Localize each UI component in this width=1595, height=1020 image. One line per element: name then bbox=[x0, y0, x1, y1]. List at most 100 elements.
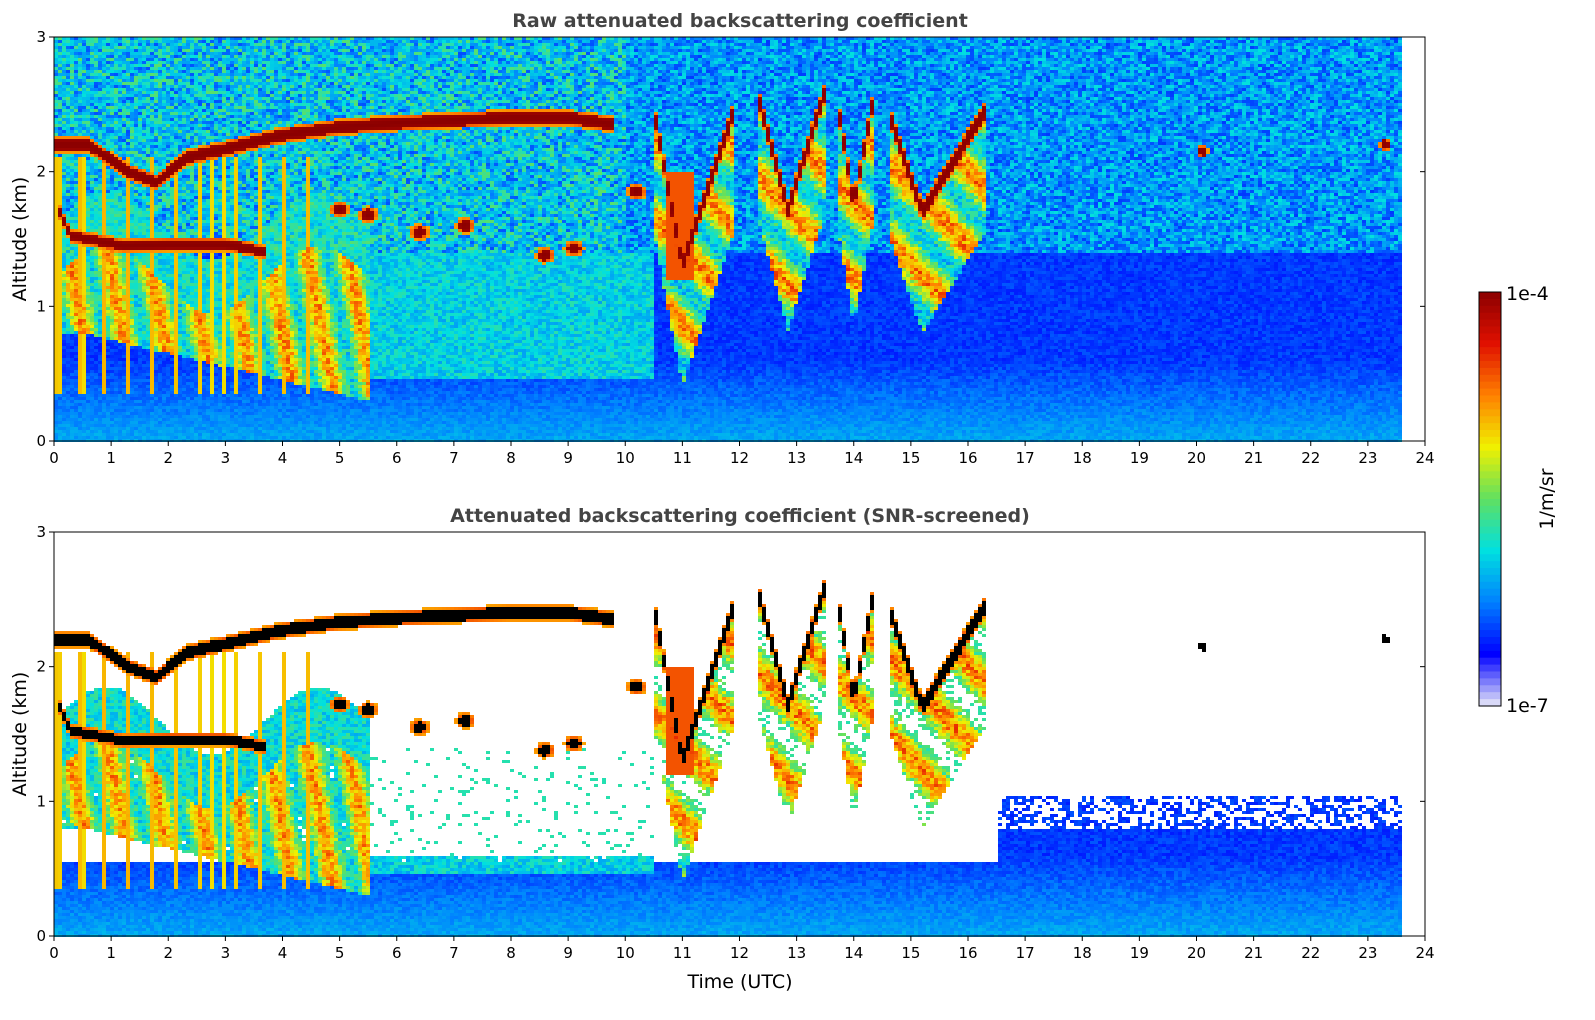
heatmap-cell bbox=[106, 247, 110, 250]
heatmap-cell bbox=[54, 337, 58, 340]
heatmap-cell bbox=[74, 319, 78, 322]
heatmap-cell bbox=[94, 382, 98, 385]
heatmap-cell bbox=[78, 361, 82, 364]
heatmap-cell bbox=[102, 415, 106, 418]
heatmap-cell bbox=[94, 370, 98, 373]
heatmap-cell bbox=[106, 430, 110, 433]
heatmap-cell bbox=[98, 85, 102, 88]
heatmap-cell bbox=[54, 361, 58, 364]
heatmap-cell bbox=[74, 199, 78, 202]
heatmap-cell bbox=[98, 313, 102, 316]
heatmap-cell bbox=[66, 433, 70, 436]
heatmap-cell bbox=[66, 355, 70, 358]
heatmap-cell bbox=[66, 130, 70, 133]
heatmap-cell bbox=[102, 271, 106, 274]
heatmap-cell bbox=[106, 391, 110, 394]
heatmap-cell bbox=[106, 415, 110, 418]
heatmap-cell bbox=[78, 424, 82, 427]
heatmap-cell bbox=[82, 253, 86, 256]
heatmap-cell bbox=[86, 229, 90, 232]
heatmap-cell bbox=[78, 61, 82, 64]
heatmap-cell bbox=[106, 82, 110, 85]
heatmap-cell bbox=[78, 313, 82, 316]
heatmap-cell bbox=[90, 295, 94, 298]
heatmap-cell bbox=[62, 61, 66, 64]
heatmap-cell bbox=[94, 238, 98, 241]
heatmap-cell bbox=[62, 184, 66, 187]
heatmap-cell bbox=[94, 388, 98, 391]
heatmap-cell bbox=[94, 49, 98, 52]
heatmap-cell bbox=[82, 331, 86, 334]
heatmap-cell bbox=[54, 172, 58, 175]
heatmap-cell bbox=[102, 307, 106, 310]
heatmap-cell bbox=[82, 160, 86, 163]
heatmap-cell bbox=[58, 178, 62, 181]
heatmap-cell bbox=[66, 250, 70, 253]
heatmap-cell bbox=[70, 223, 74, 226]
heatmap-cell bbox=[70, 340, 74, 343]
heatmap-cell bbox=[102, 100, 106, 103]
heatmap-cell bbox=[62, 169, 66, 172]
heatmap-cell bbox=[82, 61, 86, 64]
heatmap-cell bbox=[74, 250, 78, 253]
heatmap-cell bbox=[98, 241, 102, 244]
heatmap-cell bbox=[94, 232, 98, 235]
heatmap-cell bbox=[94, 100, 98, 103]
heatmap-cell bbox=[54, 316, 58, 319]
heatmap-cell bbox=[86, 268, 90, 271]
heatmap-cell bbox=[90, 340, 94, 343]
heatmap-cell bbox=[62, 316, 66, 319]
heatmap-cell bbox=[62, 229, 66, 232]
heatmap-cell bbox=[66, 331, 70, 334]
heatmap-cell bbox=[82, 391, 86, 394]
heatmap-cell bbox=[62, 376, 66, 379]
heatmap-cell bbox=[54, 55, 58, 58]
heatmap-cell bbox=[106, 76, 110, 79]
heatmap-cell bbox=[58, 286, 62, 289]
heatmap-cell bbox=[86, 178, 90, 181]
heatmap-cell bbox=[86, 421, 90, 424]
heatmap-cell bbox=[98, 46, 102, 49]
heatmap-cell bbox=[102, 97, 106, 100]
heatmap-cell bbox=[78, 328, 82, 331]
heatmap-cell bbox=[90, 79, 94, 82]
heatmap-cell bbox=[70, 154, 74, 157]
heatmap-cell bbox=[106, 397, 110, 400]
heatmap-cell bbox=[54, 157, 58, 160]
heatmap-cell bbox=[58, 391, 62, 394]
heatmap-cell bbox=[82, 289, 86, 292]
heatmap-cell bbox=[86, 316, 90, 319]
heatmap-cell bbox=[74, 178, 78, 181]
heatmap-cell bbox=[94, 79, 98, 82]
heatmap-cell bbox=[90, 376, 94, 379]
heatmap-cell bbox=[54, 355, 58, 358]
heatmap-cell bbox=[62, 220, 66, 223]
heatmap-cell bbox=[78, 304, 82, 307]
heatmap-cell bbox=[66, 322, 70, 325]
heatmap-cell bbox=[98, 418, 102, 421]
heatmap-cell bbox=[94, 220, 98, 223]
heatmap-cell bbox=[98, 229, 102, 232]
heatmap-cell bbox=[78, 178, 82, 181]
heatmap-cell bbox=[78, 43, 82, 46]
heatmap-cell bbox=[70, 61, 74, 64]
heatmap-cell bbox=[74, 193, 78, 196]
heatmap-cell bbox=[70, 199, 74, 202]
heatmap-cell bbox=[66, 436, 70, 439]
heatmap-cell bbox=[58, 214, 62, 217]
heatmap-cell bbox=[70, 376, 74, 379]
heatmap-cell bbox=[58, 70, 62, 73]
heatmap-cell bbox=[58, 100, 62, 103]
heatmap-cell bbox=[70, 214, 74, 217]
heatmap-cell bbox=[90, 400, 94, 403]
heatmap-cell bbox=[66, 400, 70, 403]
heatmap-cell bbox=[66, 364, 70, 367]
heatmap-cell bbox=[102, 328, 106, 331]
heatmap-cell bbox=[54, 148, 58, 151]
heatmap-cell bbox=[94, 67, 98, 70]
heatmap-cell bbox=[62, 343, 66, 346]
heatmap-cell bbox=[90, 103, 94, 106]
heatmap-cell bbox=[54, 52, 58, 55]
heatmap-cell bbox=[54, 412, 58, 415]
heatmap-cell bbox=[94, 190, 98, 193]
